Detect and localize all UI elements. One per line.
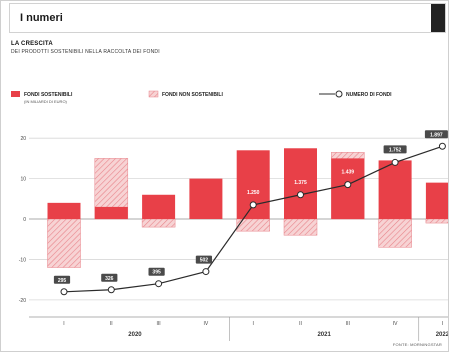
bar-sustainable bbox=[94, 206, 128, 220]
chart-subheading: DEI PRODOTTI SOSTENIBILI NELLA RACCOLTA … bbox=[11, 49, 160, 55]
x-tick-label: I bbox=[442, 321, 443, 327]
bar-non-sustainable bbox=[141, 218, 176, 228]
count-label-box bbox=[53, 275, 71, 284]
x-tick-label: IV bbox=[393, 321, 398, 327]
year-label: 2022 bbox=[436, 332, 449, 338]
count-label: 326 bbox=[105, 276, 114, 282]
legend-swatch-non-sustainable bbox=[148, 90, 159, 98]
bar-sustainable bbox=[142, 194, 176, 220]
y-tick-label: 10 bbox=[20, 177, 26, 183]
count-label: 295 bbox=[58, 278, 67, 284]
legend-unit: (IN MILIARDI DI EURO) bbox=[24, 99, 68, 104]
year-label: 2021 bbox=[317, 332, 331, 338]
count-marker bbox=[344, 181, 352, 189]
count-label-box bbox=[336, 167, 360, 176]
x-tick-label: II bbox=[110, 321, 113, 327]
count-label: 395 bbox=[152, 270, 161, 276]
legend-label-sustainable: FONDI SOSTENIBILI bbox=[24, 92, 73, 98]
count-marker bbox=[60, 288, 68, 296]
x-tick-label: I bbox=[253, 321, 254, 327]
x-tick-label: I bbox=[63, 321, 64, 327]
bar-sustainable bbox=[425, 182, 448, 220]
bar-sustainable bbox=[236, 150, 270, 220]
year-label: 2020 bbox=[128, 332, 142, 338]
count-marker bbox=[297, 191, 304, 199]
count-marker bbox=[155, 280, 163, 288]
x-tick-label: III bbox=[157, 321, 161, 327]
count-label-box bbox=[424, 130, 448, 139]
count-label-box bbox=[383, 145, 407, 154]
chart-heading: LA CRESCITA bbox=[11, 41, 53, 47]
y-tick-label: -20 bbox=[19, 298, 26, 304]
legend-swatch-sustainable bbox=[11, 91, 20, 97]
count-label-box bbox=[289, 177, 312, 186]
x-tick-label: III bbox=[346, 321, 350, 327]
legend-label-count: NUMERO DI FONDI bbox=[346, 92, 392, 98]
count-label-box bbox=[241, 187, 265, 196]
bar-non-sustainable bbox=[47, 218, 81, 268]
count-label: 1.439 bbox=[342, 170, 355, 176]
figure-header: I numeri bbox=[9, 3, 446, 33]
bar-sustainable bbox=[189, 178, 223, 220]
corner-icon[interactable] bbox=[431, 4, 445, 32]
bar-non-sustainable bbox=[378, 218, 412, 248]
bar-non-sustainable bbox=[425, 218, 448, 224]
legend-marker-count bbox=[335, 90, 343, 98]
bar-non-sustainable bbox=[283, 218, 318, 236]
x-tick-label: IV bbox=[204, 321, 209, 327]
count-marker bbox=[202, 268, 210, 276]
count-label: 502 bbox=[200, 258, 209, 264]
count-marker bbox=[391, 158, 399, 166]
count-marker bbox=[438, 142, 446, 150]
bar-sustainable bbox=[331, 158, 365, 220]
count-label-box bbox=[148, 267, 165, 276]
y-tick-label: 0 bbox=[23, 217, 26, 223]
count-label-box bbox=[195, 255, 212, 264]
count-label: 1.897 bbox=[430, 132, 443, 138]
x-tick-label: II bbox=[299, 321, 302, 327]
count-label: 1.250 bbox=[247, 190, 260, 196]
figure-title: I numeri bbox=[20, 12, 63, 24]
y-tick-label: 20 bbox=[20, 136, 26, 142]
y-tick-label: -10 bbox=[19, 257, 26, 263]
legend-label-non-sustainable: FONDI NON SOSTENIBILI bbox=[162, 92, 223, 98]
bar-sustainable bbox=[378, 160, 412, 220]
count-label-box bbox=[101, 273, 118, 282]
bar-sustainable bbox=[47, 202, 81, 220]
count-label: 1.752 bbox=[389, 147, 402, 153]
count-marker bbox=[107, 286, 115, 294]
count-label: 1.375 bbox=[294, 180, 307, 186]
source-note: FONTE: MORNINGSTAR bbox=[392, 342, 442, 347]
count-marker bbox=[249, 201, 257, 209]
